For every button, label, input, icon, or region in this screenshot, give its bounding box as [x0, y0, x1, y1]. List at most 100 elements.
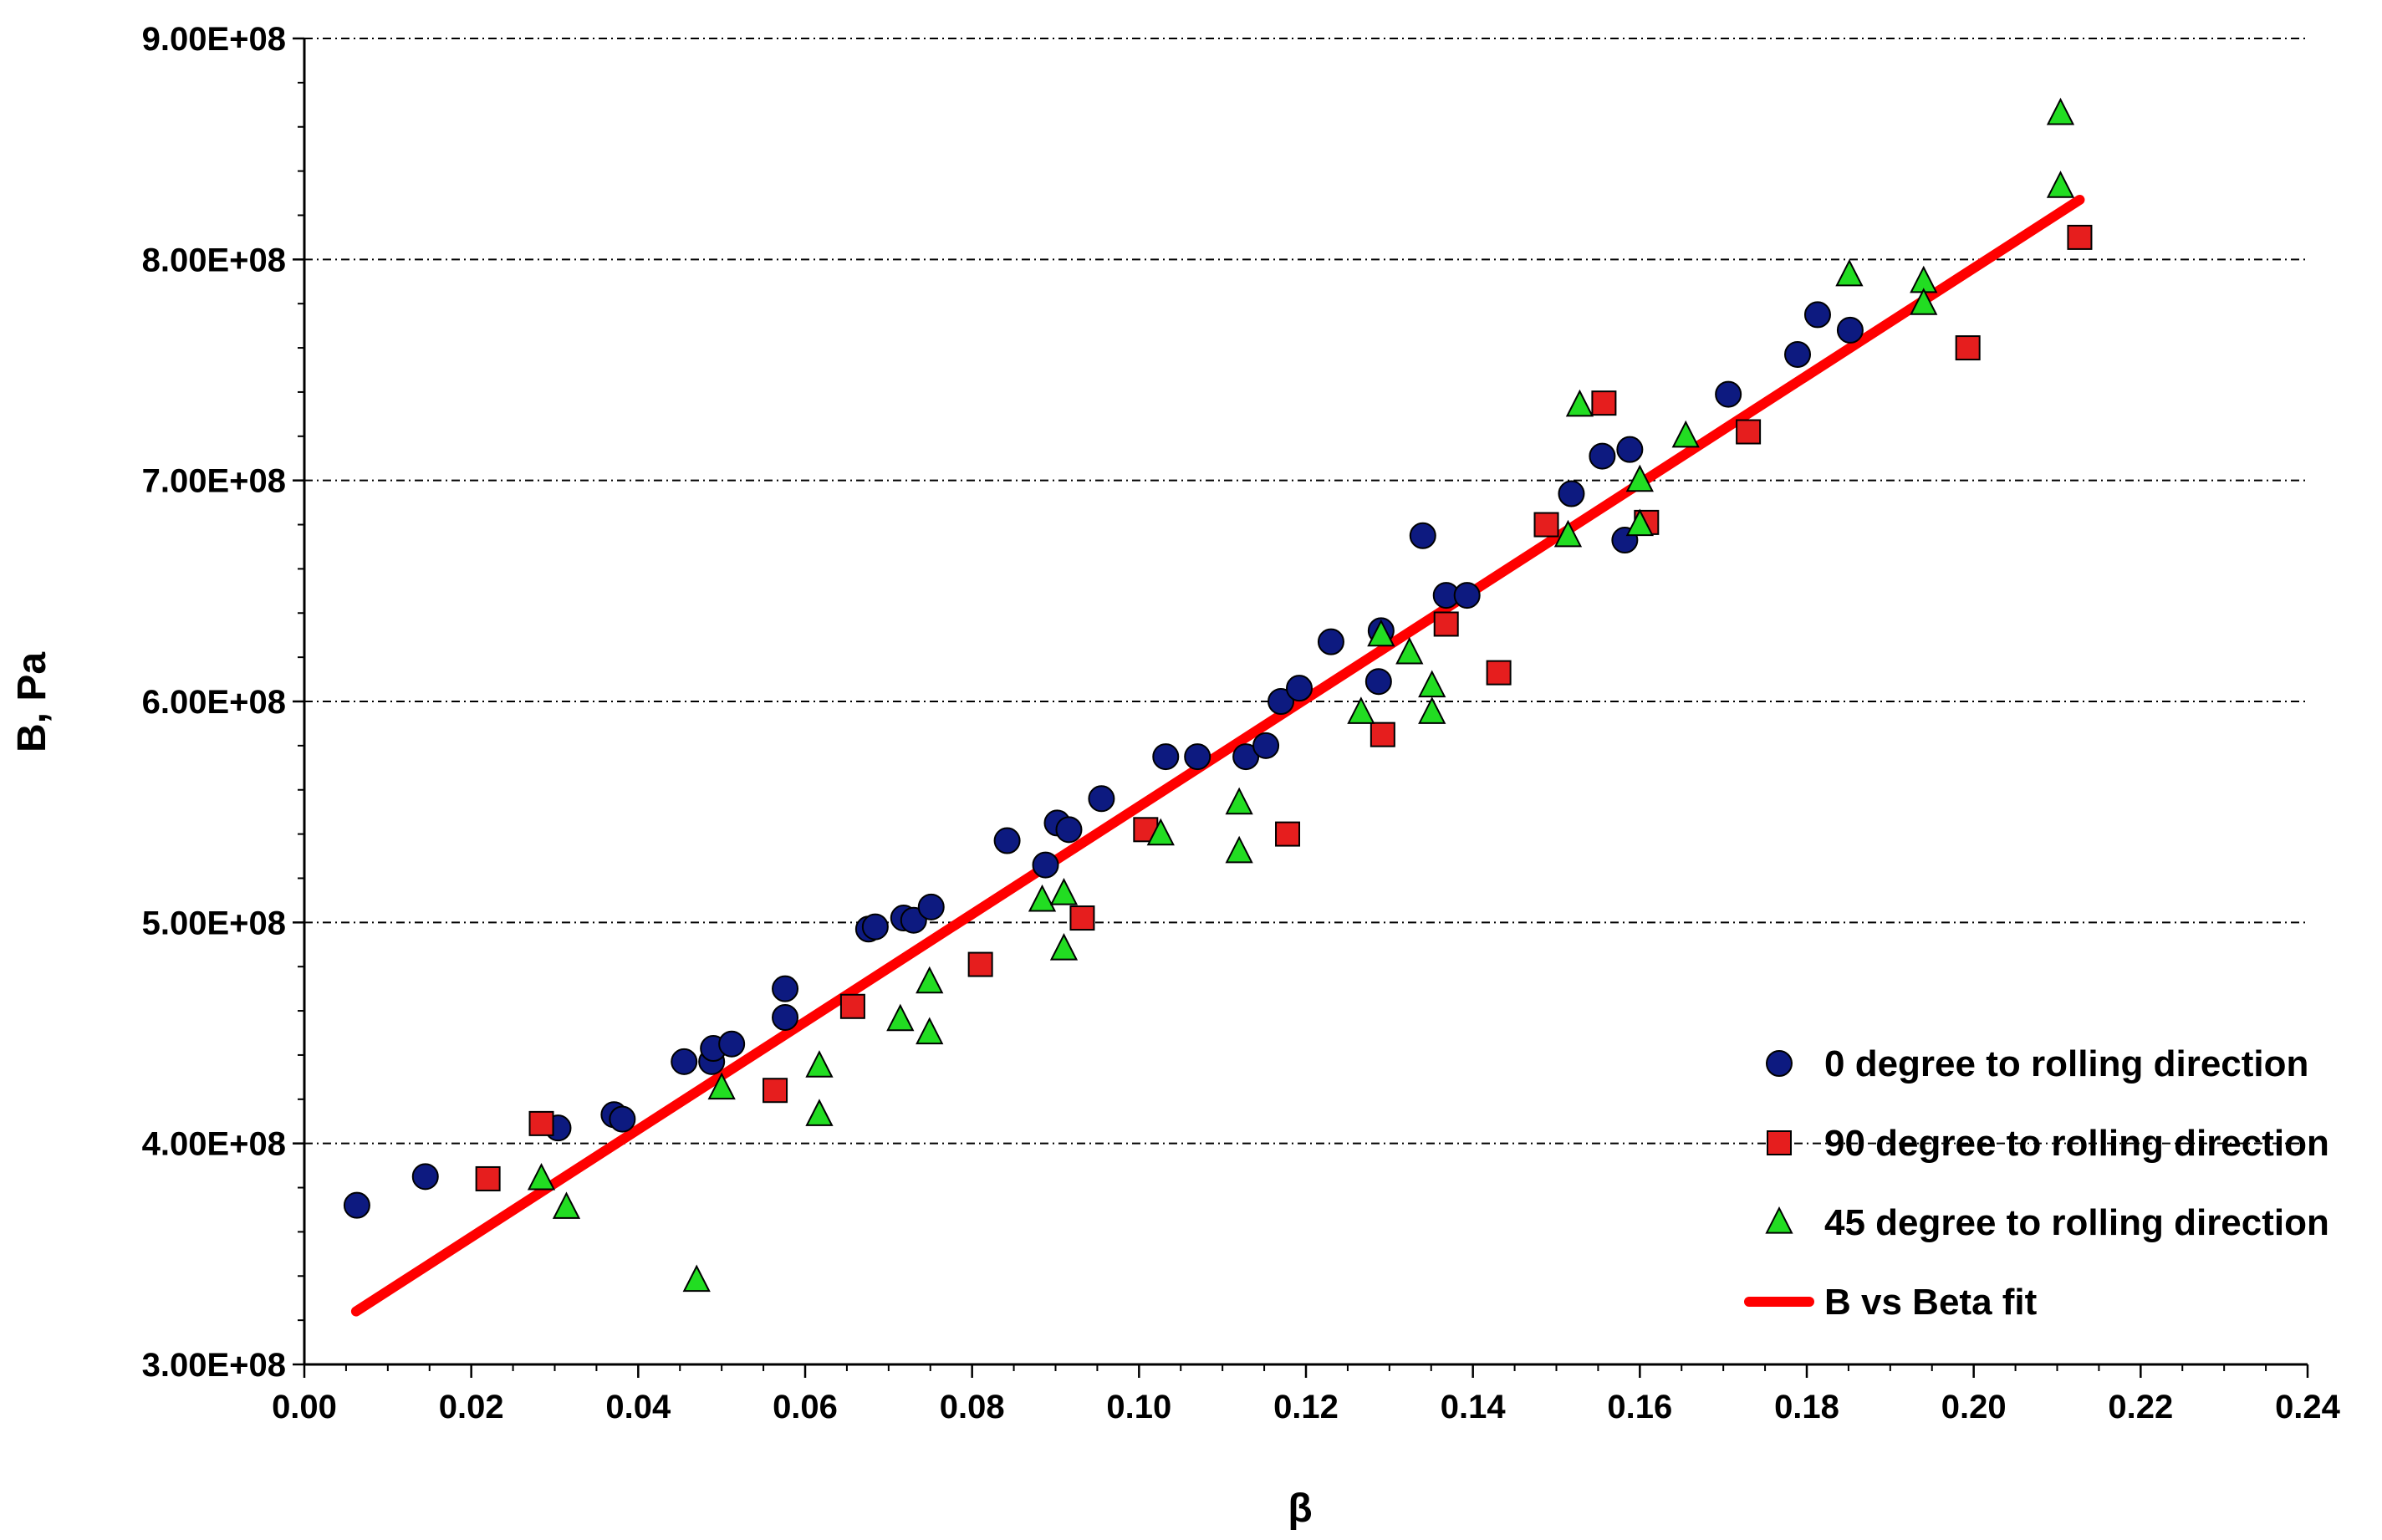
- data-point-square: [1486, 660, 1512, 686]
- data-point-circle: [1317, 628, 1344, 655]
- data-point-square: [1069, 905, 1095, 931]
- data-point-circle: [1268, 688, 1295, 715]
- axes: [293, 37, 2309, 1378]
- data-points: [343, 97, 2093, 1293]
- data-point-circle: [1453, 582, 1481, 609]
- x-axis-title: β: [1288, 1486, 1312, 1531]
- x-tick-label: 0.10: [1106, 1389, 1171, 1425]
- x-tick-label: 0.24: [2275, 1389, 2341, 1425]
- data-point-triangle: [1625, 508, 1654, 537]
- legend-item: 0 degree to rolling direction: [1766, 1043, 2308, 1084]
- data-point-triangle: [805, 1099, 834, 1126]
- data-point-square: [1433, 611, 1459, 637]
- data-point-circle: [1055, 816, 1083, 844]
- data-point-square: [1591, 390, 1617, 416]
- fit-line-layer: [350, 194, 2085, 1317]
- y-tick-label: 7.00E+08: [142, 463, 286, 500]
- y-tick-label: 4.00E+08: [142, 1126, 286, 1163]
- data-point-triangle: [682, 1264, 711, 1293]
- data-point-triangle: [805, 1050, 834, 1078]
- tick-labels: 3.00E+08 4.00E+08 5.00E+08 6.00E+08 7.00E+08…: [142, 21, 2341, 1425]
- data-point-circle: [1032, 851, 1059, 879]
- data-point-square: [763, 1078, 788, 1104]
- data-point-triangle: [1835, 258, 1864, 287]
- legend-label: 45 degree to rolling direction: [1824, 1202, 2329, 1243]
- data-point-circle: [718, 1030, 746, 1058]
- legend-item: 45 degree to rolling direction: [1765, 1202, 2329, 1243]
- legend-label: B vs Beta fit: [1824, 1282, 2038, 1323]
- data-point-triangle: [1671, 420, 1700, 448]
- data-point-triangle: [552, 1191, 581, 1219]
- legend-item: B vs Beta fit: [1744, 1282, 2038, 1323]
- data-point-triangle: [1625, 464, 1654, 492]
- data-point-triangle: [1910, 288, 1938, 315]
- data-point-circle: [1715, 380, 1742, 408]
- data-point-triangle: [1418, 696, 1446, 724]
- y-axis-title: B, Pa: [10, 652, 54, 752]
- data-point-circle: [1252, 732, 1280, 759]
- x-tick-label: 0.22: [2108, 1389, 2173, 1425]
- data-point-square: [528, 1110, 554, 1136]
- data-point-square: [475, 1165, 501, 1191]
- data-point-triangle: [1418, 670, 1446, 698]
- data-point-triangle: [1395, 636, 1424, 665]
- data-point-square: [1275, 821, 1301, 847]
- legend-label: 0 degree to rolling direction: [1824, 1043, 2308, 1084]
- data-point-square: [1955, 335, 1981, 361]
- fit-line: [350, 194, 2085, 1317]
- data-point-triangle: [1565, 389, 1594, 417]
- data-point-circle: [1558, 480, 1585, 507]
- x-tick-label: 0.18: [1774, 1389, 1839, 1425]
- data-point-square: [1370, 722, 1395, 747]
- data-point-square: [967, 951, 993, 977]
- data-point-triangle: [1049, 933, 1079, 961]
- data-point-circle: [1184, 743, 1211, 771]
- x-tick-label: 0.00: [272, 1389, 337, 1425]
- data-point-triangle: [1049, 877, 1079, 905]
- legend-swatch-circle: [1766, 1050, 1793, 1077]
- x-tick-label: 0.20: [1941, 1389, 2007, 1425]
- data-point-circle: [1409, 522, 1436, 549]
- data-point-triangle: [916, 1017, 944, 1045]
- x-tick-label: 0.12: [1273, 1389, 1339, 1425]
- data-point-circle: [1364, 668, 1392, 696]
- x-tick-label: 0.14: [1441, 1389, 1507, 1425]
- data-point-triangle: [1553, 519, 1583, 548]
- data-point-circle: [1803, 301, 1831, 329]
- data-point-triangle: [1028, 884, 1057, 912]
- data-point-triangle: [916, 966, 944, 994]
- data-point-circle: [1152, 743, 1180, 771]
- legend-swatch-triangle: [1765, 1206, 1793, 1234]
- x-tick-label: 0.08: [940, 1389, 1005, 1425]
- data-point-circle: [772, 1003, 799, 1031]
- data-point-circle: [1286, 675, 1313, 702]
- y-tick-label: 8.00E+08: [142, 242, 286, 278]
- data-point-triangle: [1225, 835, 1253, 864]
- legend-item: 90 degree to rolling direction: [1767, 1123, 2329, 1164]
- legend: 0 degree to rolling direction 90 degree t…: [1744, 1043, 2329, 1323]
- data-point-triangle: [1367, 619, 1395, 647]
- data-point-square: [1736, 419, 1762, 445]
- data-point-circle: [343, 1191, 370, 1219]
- data-point-circle: [861, 913, 889, 941]
- data-point-triangle: [1225, 787, 1253, 815]
- x-tick-label: 0.04: [605, 1389, 671, 1425]
- data-point-circle: [772, 975, 799, 1002]
- data-point-circle: [411, 1163, 439, 1191]
- data-point-circle: [1589, 442, 1616, 470]
- data-point-triangle: [2046, 97, 2075, 125]
- data-point-circle: [1088, 785, 1115, 813]
- data-point-triangle: [2046, 171, 2075, 198]
- data-point-triangle: [1347, 696, 1375, 724]
- x-tick-label: 0.06: [773, 1389, 838, 1425]
- y-tick-label: 6.00E+08: [142, 684, 286, 721]
- gridlines: [304, 38, 2308, 1145]
- data-point-square: [839, 993, 865, 1019]
- y-tick-label: 5.00E+08: [142, 905, 286, 941]
- data-point-circle: [1836, 316, 1864, 344]
- x-tick-label: 0.16: [1607, 1389, 1672, 1425]
- data-point-square: [1533, 512, 1559, 538]
- data-point-circle: [993, 827, 1021, 854]
